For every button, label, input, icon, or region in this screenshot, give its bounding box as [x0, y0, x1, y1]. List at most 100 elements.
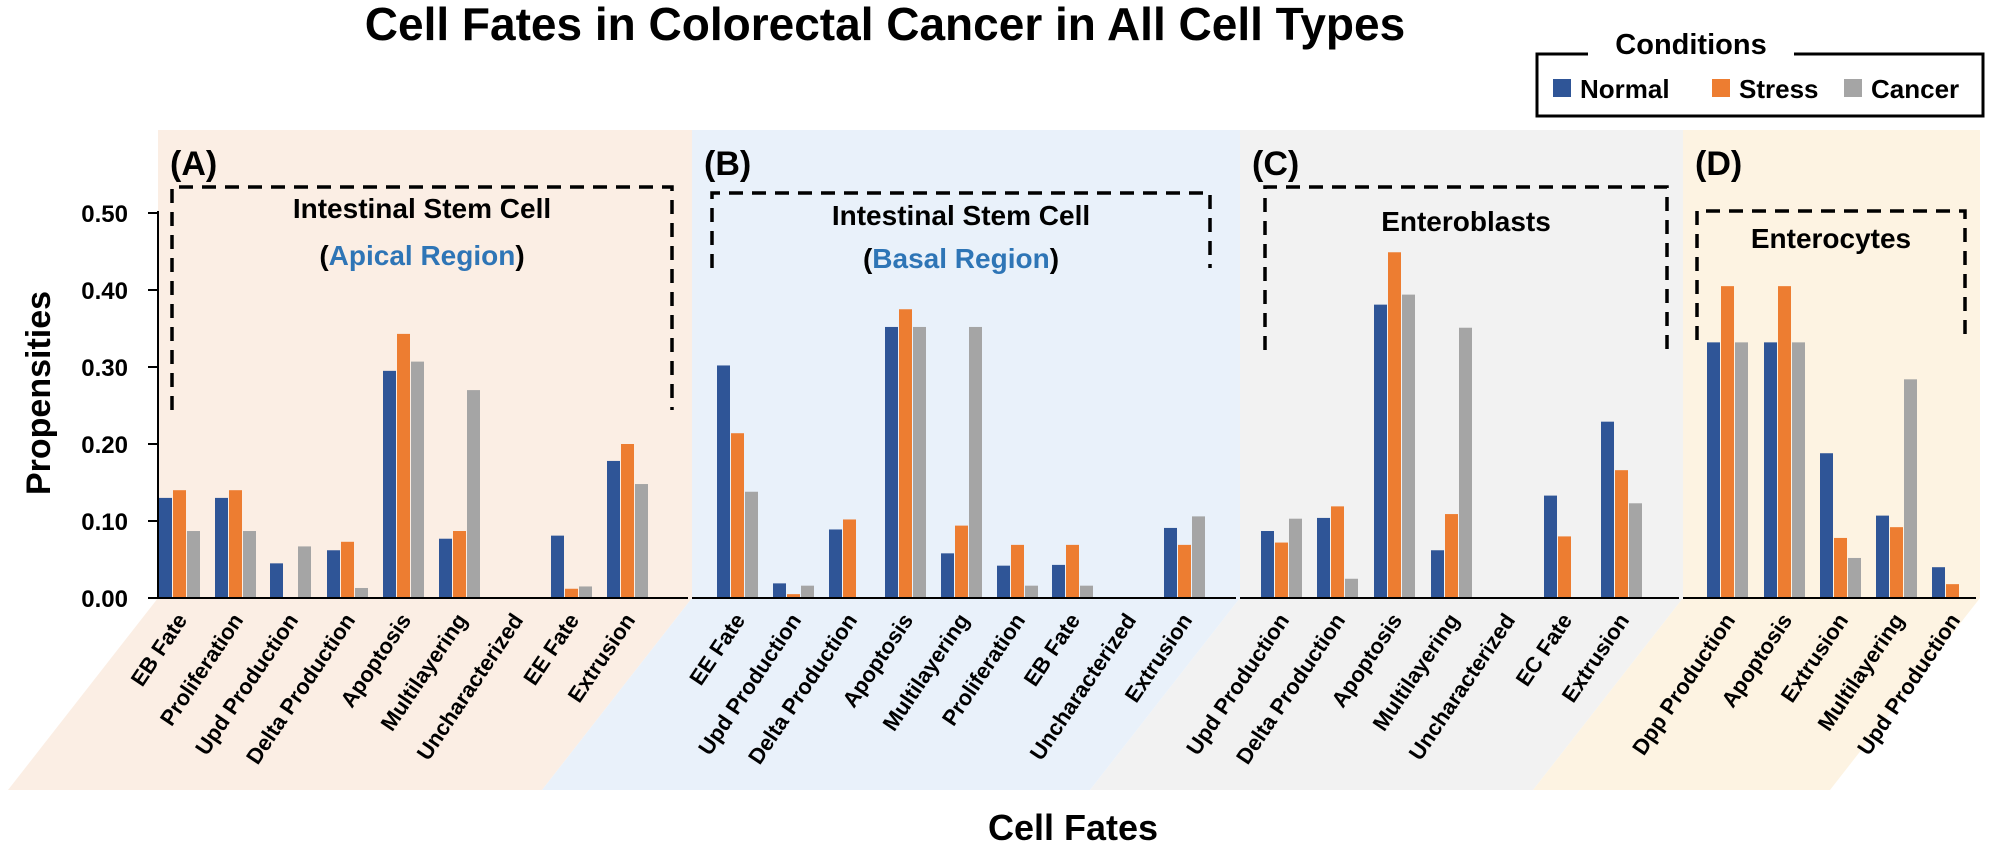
bar-cancer-upd-production — [1289, 518, 1302, 598]
bar-normal-extrusion — [1601, 421, 1614, 598]
bar-normal-multilayering — [1431, 550, 1444, 598]
bar-cancer-ee-fate — [579, 586, 592, 598]
bar-normal-upd-production — [1261, 531, 1274, 598]
bar-cancer-upd-production — [298, 546, 311, 598]
bar-stress-upd-production — [1275, 542, 1288, 598]
bar-normal-eb-fate — [159, 497, 172, 598]
chart-title: Cell Fates in Colorectal Cancer in All C… — [365, 0, 1405, 50]
bar-cancer-apoptosis — [1792, 342, 1805, 598]
legend-label-stress: Stress — [1739, 74, 1819, 104]
bar-stress-extrusion — [1834, 537, 1847, 598]
bar-cancer-dpp-production — [1735, 342, 1748, 598]
bar-stress-delta-production — [341, 541, 354, 598]
bar-normal-multilayering — [439, 538, 452, 598]
cell-type-title: Intestinal Stem Cell — [293, 193, 551, 224]
bar-cancer-extrusion — [1192, 516, 1205, 598]
bar-stress-apoptosis — [899, 309, 912, 598]
legend-title: Conditions — [1615, 29, 1766, 61]
bar-cancer-eb-fate — [187, 531, 200, 598]
bar-normal-multilayering — [941, 553, 954, 598]
bar-cancer-delta-production — [1345, 578, 1358, 598]
annotation-box — [1695, 209, 1967, 340]
bar-stress-upd-production — [787, 594, 800, 598]
y-tick-label: 0.50 — [81, 201, 128, 228]
bar-normal-ee-fate — [551, 535, 564, 598]
bar-stress-multilayering — [955, 525, 968, 598]
bar-cancer-apoptosis — [1402, 294, 1415, 598]
bar-normal-delta-production — [1317, 517, 1330, 598]
y-axis: 0.00 0.10 0.20 0.30 0.40 0.50 — [81, 201, 159, 613]
bar-normal-extrusion — [1164, 527, 1177, 598]
y-axis-label: Propensities — [20, 291, 58, 495]
bar-stress-dpp-production — [1721, 286, 1734, 598]
annotation-box — [170, 185, 674, 410]
region-annotation: (Apical Region) — [319, 240, 524, 271]
bar-cancer-proliferation — [243, 531, 256, 598]
region-open-paren: ( — [319, 240, 329, 271]
bar-stress-proliferation — [1011, 544, 1024, 598]
bar-cancer-multilayering — [467, 390, 480, 598]
legend-frame — [1535, 52, 1985, 118]
y-tick-label: 0.10 — [81, 509, 128, 536]
panel-label: (D) — [1695, 145, 1742, 183]
legend-swatch-stress — [1712, 79, 1730, 97]
y-tick-label: 0.30 — [81, 355, 128, 382]
bar-normal-apoptosis — [1764, 342, 1777, 598]
y-tick-label: 0.40 — [81, 278, 128, 305]
panel-background — [1533, 130, 1980, 790]
bar-cancer-extrusion — [1629, 503, 1642, 598]
bar-stress-upd-production — [1946, 584, 1959, 598]
bar-normal-proliferation — [215, 497, 228, 598]
bar-normal-upd-production — [270, 563, 283, 598]
panel-label: (A) — [170, 145, 217, 183]
bar-normal-multilayering — [1876, 515, 1889, 598]
panel-label: (C) — [1252, 145, 1299, 183]
bar-normal-proliferation — [997, 565, 1010, 598]
annotation-box — [1263, 185, 1669, 350]
bar-stress-multilayering — [453, 531, 466, 598]
bar-cancer-multilayering — [1459, 327, 1472, 598]
cell-type-title: Enterocytes — [1751, 223, 1911, 254]
bar-stress-apoptosis — [1388, 252, 1401, 598]
bar-normal-eb-fate — [1052, 564, 1065, 598]
legend: Conditions Normal Stress Cancer — [1535, 24, 1985, 118]
region-name: Basal Region — [872, 243, 1049, 274]
bar-stress-extrusion — [621, 444, 634, 598]
region-close-paren: ) — [1050, 243, 1059, 274]
bar-stress-extrusion — [1615, 470, 1628, 598]
bar-stress-eb-fate — [173, 490, 186, 598]
bar-normal-apoptosis — [885, 326, 898, 598]
bar-cancer-extrusion — [1848, 557, 1861, 598]
bar-stress-ee-fate — [565, 588, 578, 598]
bar-normal-apoptosis — [383, 370, 396, 598]
region-open-paren: ( — [863, 243, 873, 274]
bar-normal-upd-production — [773, 583, 786, 598]
bar-stress-delta-production — [1331, 506, 1344, 598]
cell-type-title: Intestinal Stem Cell — [832, 200, 1090, 231]
y-tick-label: 0.20 — [81, 432, 128, 459]
bar-cancer-delta-production — [355, 587, 368, 598]
legend-swatch-normal — [1553, 79, 1571, 97]
panel-background — [8, 130, 692, 790]
bar-normal-upd-production — [1932, 567, 1945, 598]
panel-label: (B) — [704, 145, 751, 183]
y-tick-label: 0.00 — [81, 586, 128, 613]
bar-normal-delta-production — [327, 550, 340, 598]
bar-stress-proliferation — [229, 490, 242, 598]
bar-stress-eb-fate — [1066, 544, 1079, 598]
bar-stress-multilayering — [1445, 514, 1458, 598]
bar-normal-apoptosis — [1374, 304, 1387, 598]
bar-normal-ec-fate — [1544, 495, 1557, 598]
x-axis-label: Cell Fates — [988, 807, 1158, 843]
bar-stress-delta-production — [843, 519, 856, 598]
legend-label-cancer: Cancer — [1871, 74, 1959, 104]
region-close-paren: ) — [515, 240, 524, 271]
bar-cancer-extrusion — [635, 484, 648, 598]
bar-stress-multilayering — [1890, 527, 1903, 598]
bar-normal-delta-production — [829, 529, 842, 598]
bar-cancer-eb-fate — [1080, 585, 1093, 598]
bar-cancer-apoptosis — [411, 361, 424, 598]
bar-cancer-multilayering — [969, 326, 982, 598]
annotation-box — [710, 191, 1212, 268]
